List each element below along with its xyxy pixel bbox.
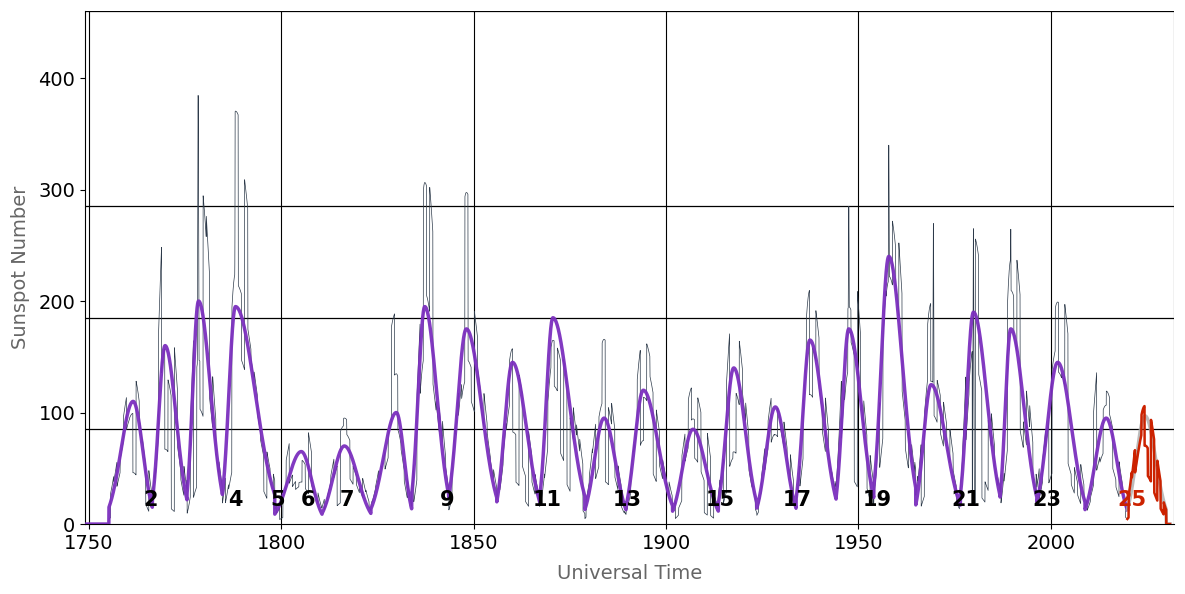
- Text: 21: 21: [952, 489, 981, 510]
- X-axis label: Universal Time: Universal Time: [557, 564, 702, 583]
- Text: 17: 17: [782, 489, 812, 510]
- Text: 9: 9: [440, 489, 454, 510]
- Text: 2: 2: [143, 489, 158, 510]
- Text: 5: 5: [270, 489, 284, 510]
- Y-axis label: Sunspot Number: Sunspot Number: [11, 186, 30, 349]
- Text: 15: 15: [705, 489, 735, 510]
- Text: 11: 11: [532, 489, 562, 510]
- Text: 23: 23: [1032, 489, 1062, 510]
- Text: 7: 7: [339, 489, 354, 510]
- Text: 19: 19: [863, 489, 892, 510]
- Text: 13: 13: [613, 489, 642, 510]
- Text: 25: 25: [1117, 489, 1146, 510]
- Text: 4: 4: [228, 489, 243, 510]
- Text: 6: 6: [301, 489, 315, 510]
